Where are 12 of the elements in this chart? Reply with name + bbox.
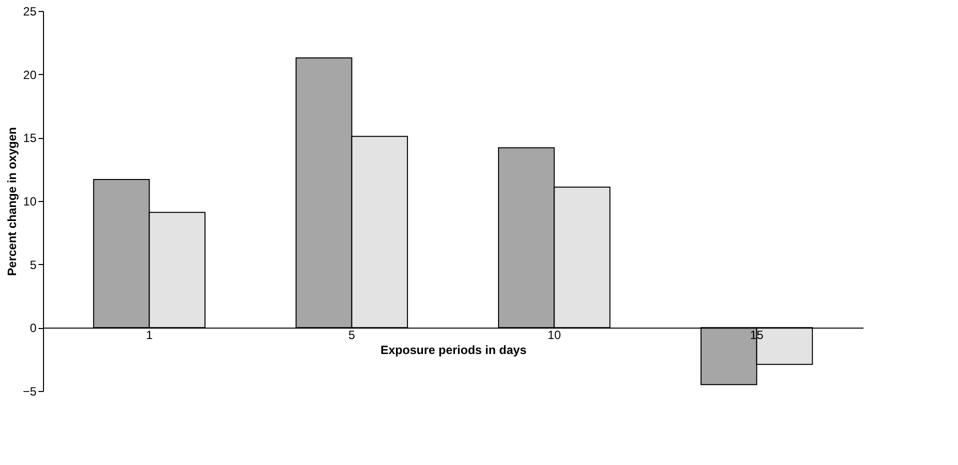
y-tick-label: 0 — [30, 321, 37, 336]
y-tick-label: 15 — [23, 131, 37, 146]
x-axis-title: Exposure periods in days — [380, 343, 527, 358]
x-tick-label: 1 — [146, 328, 153, 342]
y-tick-label: −5 — [22, 384, 37, 398]
x-tick-label: 5 — [348, 328, 356, 342]
y-tick-label: 5 — [30, 258, 37, 272]
x-tick-label: 10 — [548, 328, 562, 342]
y-axis-title: Percent change in oxygen — [4, 127, 19, 276]
y-tick-label: 25 — [23, 4, 37, 18]
y-tick-label: 10 — [23, 194, 37, 208]
y-tick-label: 20 — [23, 68, 37, 82]
